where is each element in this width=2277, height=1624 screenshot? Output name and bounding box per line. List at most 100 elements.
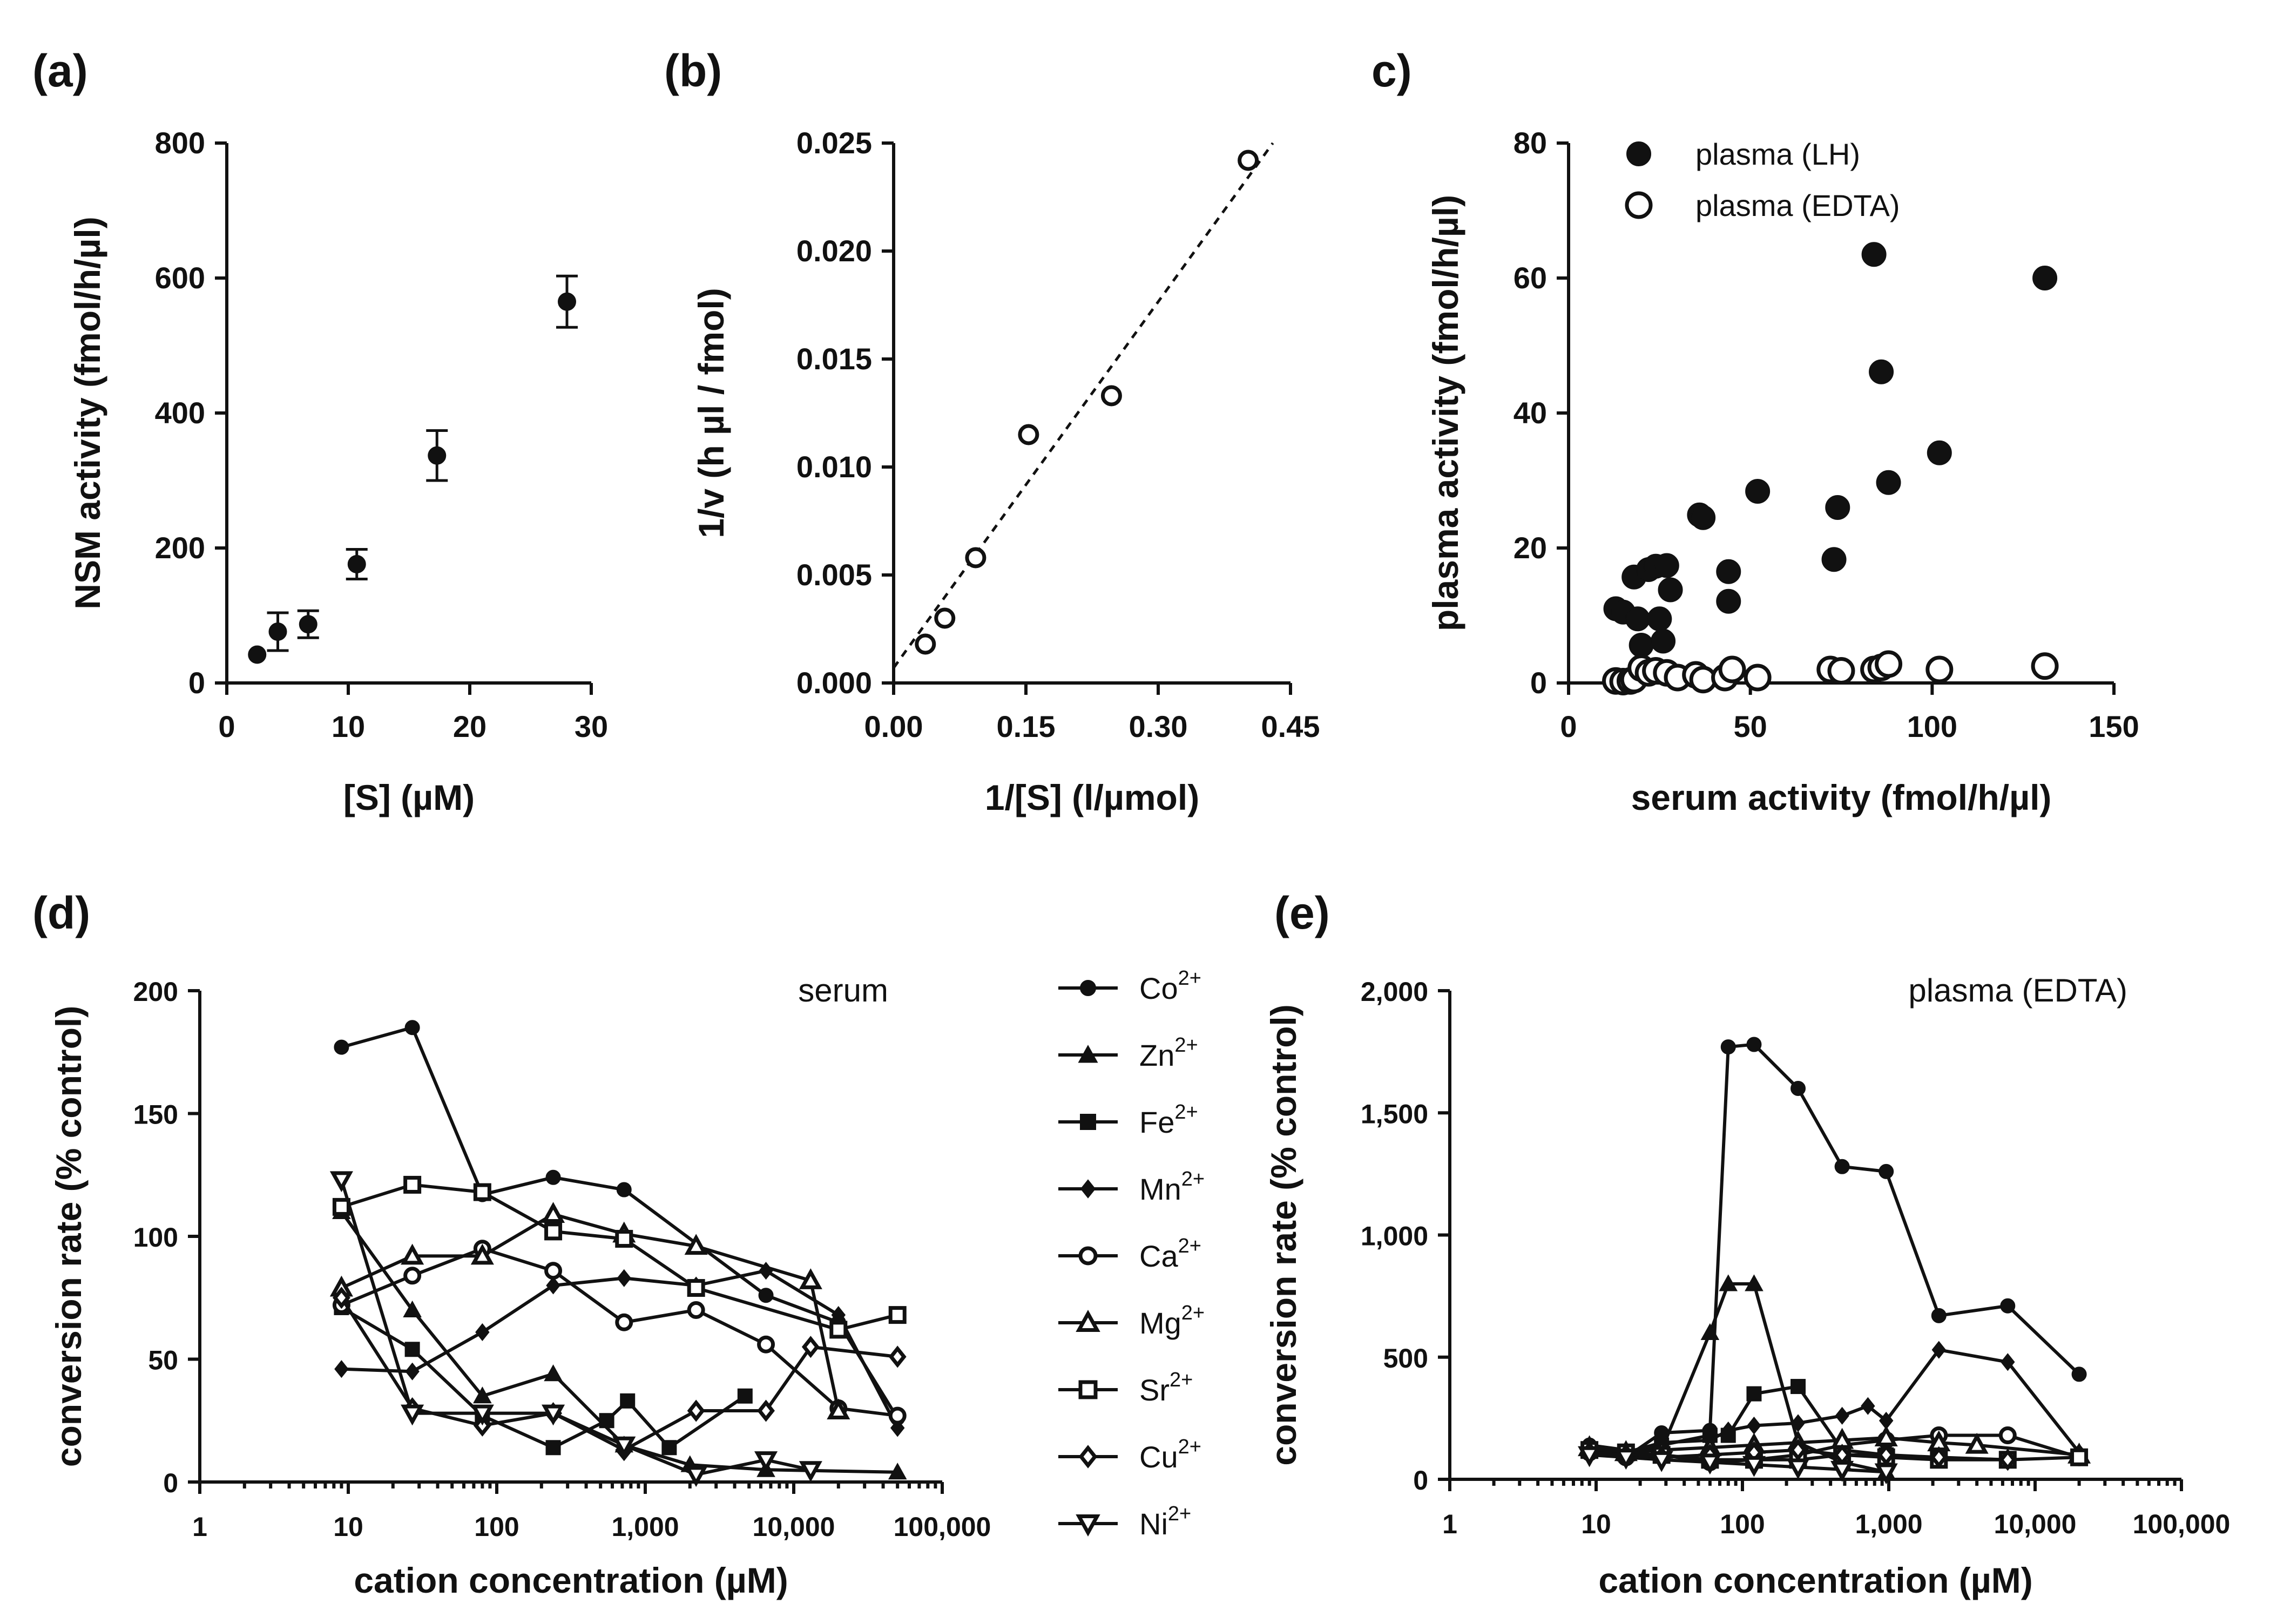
chart-c-y-tick-label: 0	[1530, 666, 1547, 700]
chart-d-series-co-point	[758, 1288, 774, 1303]
chart-c-series-plasma-edta--point	[1875, 650, 1903, 678]
chart-d-series-mn-point	[334, 1360, 349, 1378]
chart-d-series-fe-point	[661, 1440, 677, 1456]
chart-d-series-fe-line	[340, 1306, 746, 1450]
chart-e-series-co-point	[1931, 1308, 1947, 1323]
panel-c-label: c)	[1371, 45, 1412, 96]
chart-c-series-plasma-edta--point	[2031, 652, 2059, 680]
chart-e-series-co-point	[1720, 1039, 1736, 1055]
chart-d-legend-marker	[1076, 1514, 1100, 1537]
chart-e-series-cu-point	[1789, 1439, 1807, 1461]
chart-d-series-co-point	[334, 1039, 349, 1055]
chart-b-point	[965, 547, 987, 569]
chart-b-y-tick-label: 0.000	[796, 666, 872, 700]
chart-d-legend-superscript: 2+	[1181, 1302, 1205, 1324]
chart-b-y-tick-label: 0.020	[796, 234, 872, 268]
chart-d-series-ni-point	[754, 1451, 778, 1472]
chart-d-legend-marker	[1080, 1179, 1096, 1199]
chart-d-series-co-line	[341, 1026, 899, 1419]
chart-e-series-ni-point	[1830, 1460, 1854, 1482]
chart-d-series-ni-line	[340, 1179, 811, 1477]
chart-d-series-zn-line	[340, 1210, 898, 1474]
chart-e-series-fe-point	[1790, 1379, 1806, 1395]
chart-d-series-zn-point	[473, 1386, 492, 1404]
chart-d-legend-label: Fe2+	[1139, 1101, 1198, 1139]
chart-d-series-ni-point	[542, 1404, 565, 1426]
chart-d-legend-superscript: 2+	[1181, 1168, 1205, 1190]
chart-d-legend-marker	[1078, 1380, 1098, 1399]
chart-d-series-sr-point	[615, 1230, 633, 1248]
chart-e-series-ni-point	[1742, 1456, 1766, 1477]
chart-d-legend-label: Sr2+	[1139, 1369, 1193, 1407]
chart-d-series-zn-point	[403, 1300, 422, 1317]
chart-d-series-ca-point	[757, 1335, 775, 1354]
chart-e-y-tick-label: 1,000	[1361, 1221, 1428, 1251]
chart-b-y-title: 1/v (h µl / fmol)	[691, 288, 731, 538]
chart-e-x-title: cation concentration (µM)	[1598, 1560, 2032, 1600]
chart-e-series-ni-point	[1650, 1451, 1673, 1472]
chart-d-series-fe-point	[737, 1388, 753, 1404]
chart-d-series-mg-point	[684, 1234, 708, 1255]
chart-c-series-plasma-lh--point	[1647, 606, 1672, 632]
chart-d-series-cu-point	[687, 1399, 705, 1422]
chart-c-y-tick-label: 20	[1514, 531, 1547, 565]
chart-d-y-tick-label: 200	[133, 977, 178, 1007]
chart-c-series-plasma-lh--point	[1716, 559, 1741, 584]
chart-d-series-sr-line	[341, 1183, 898, 1331]
chart-c-series-plasma-lh--point	[1654, 553, 1679, 578]
chart-d-legend-marker	[1080, 1114, 1096, 1130]
chart-d-series-mg-point	[470, 1243, 494, 1265]
chart-d: 1 10 100 1,000 10,000 100,000 0 50 100 150 200 cati…	[49, 967, 1205, 1600]
chart-e-annotation: plasma (EDTA)	[1908, 972, 2127, 1009]
chart-e-y-tick-label: 2,000	[1361, 977, 1428, 1007]
chart-c-series-plasma-lh--point	[1716, 588, 1741, 614]
chart-d-annotation: serum	[798, 972, 888, 1009]
chart-d-series-mg-line	[341, 1213, 840, 1411]
chart-e-x-tick-label: 10,000	[1994, 1509, 2077, 1539]
chart-e-x-tick-label: 100	[1720, 1509, 1765, 1539]
chart-a: 0 10 20 30 0 200 400 600 800 [S] (µM) NSM activity…	[67, 126, 608, 817]
chart-a-x-tick-label: 30	[575, 709, 608, 743]
chart-c-series-plasma-lh--point	[1651, 628, 1676, 654]
chart-c-y-tick-label: 60	[1514, 261, 1547, 295]
chart-b-fit-line	[892, 142, 1274, 669]
chart-c-series-plasma-lh--point	[2032, 266, 2058, 290]
chart-d-series-zn-point	[544, 1364, 563, 1382]
chart-e-series-ni-point	[1698, 1453, 1722, 1475]
chart-c-y-tick-label: 80	[1514, 126, 1547, 160]
chart-d-x-tick-label: 100,000	[894, 1512, 991, 1542]
chart-c-y-title: plasma activity (fmol/h/µl)	[1425, 195, 1465, 631]
chart-c-series-plasma-lh--point	[1876, 470, 1901, 495]
chart-d-x-tick-label: 10	[333, 1512, 363, 1542]
chart-e-series-co-point	[1879, 1163, 1894, 1179]
chart-e-series-mn-point	[1931, 1341, 1947, 1359]
chart-c-series-plasma-lh--point	[1821, 547, 1847, 572]
chart-d-series-cu-point	[757, 1399, 775, 1422]
chart-d-series-cu-point	[888, 1345, 907, 1368]
chart-d-series-sr-point	[544, 1222, 563, 1241]
panel-b-label: (b)	[664, 45, 722, 96]
chart-d-y-tick-label: 150	[133, 1100, 178, 1130]
chart-d-legend-label: Ca2+	[1139, 1235, 1201, 1273]
chart-a-y-tick-label: 600	[155, 261, 205, 295]
chart-d-series-mg-point	[827, 1398, 850, 1420]
chart-e-series-mn-point	[2001, 1353, 2015, 1371]
chart-c-series-plasma-lh--point	[1629, 633, 1654, 658]
chart-c-y-tick-label: 40	[1514, 396, 1547, 430]
chart-d-series-sr-point	[473, 1183, 491, 1201]
chart-d-series-ca-point	[544, 1262, 563, 1280]
chart-d-x-tick-label: 100	[474, 1512, 519, 1542]
chart-d-series-cu-point	[801, 1336, 820, 1358]
chart-d-legend-superscript: 2+	[1170, 1369, 1193, 1391]
panel-d-label: (d)	[32, 888, 90, 938]
chart-d-x-tick-label: 1,000	[611, 1512, 679, 1542]
chart-a-y-tick-label: 400	[155, 396, 205, 430]
chart-b-y-tick-label: 0.015	[796, 342, 872, 376]
chart-d-y-tick-label: 0	[163, 1468, 178, 1498]
chart-e-series-sr-point	[2070, 1448, 2089, 1466]
chart-e-series-mn-point	[1861, 1397, 1875, 1415]
chart-a-y-tick-label: 200	[155, 531, 205, 565]
chart-e-series-fe-point	[1746, 1386, 1762, 1402]
chart-e-series-zn-point	[1719, 1274, 1738, 1291]
chart-e-series-ni-point	[1874, 1463, 1898, 1485]
